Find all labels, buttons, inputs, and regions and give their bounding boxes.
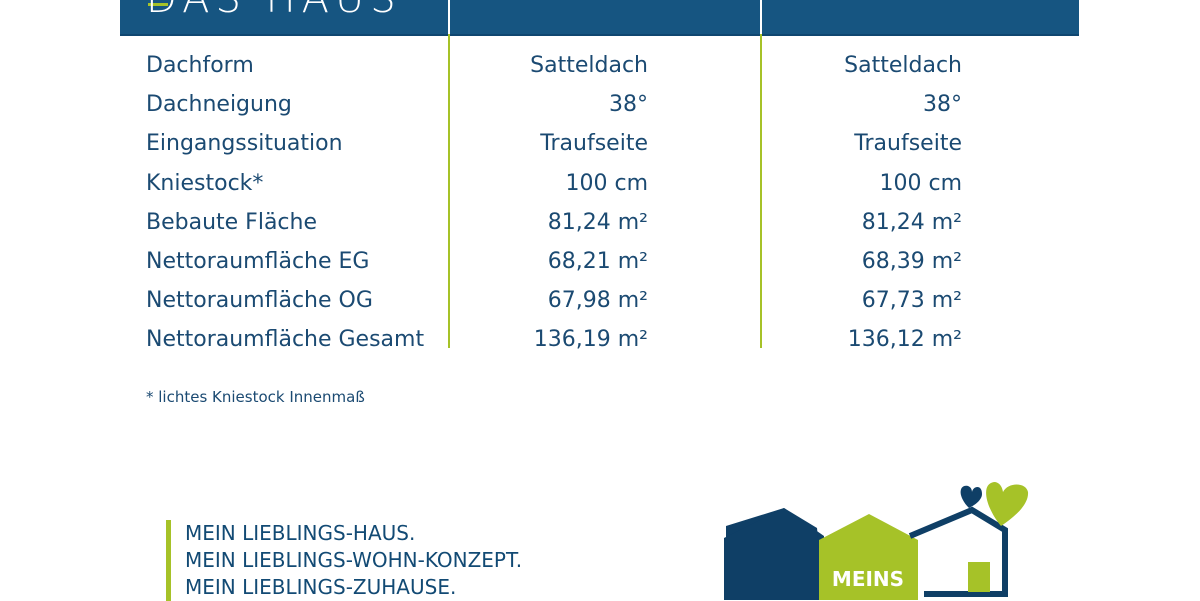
value-col-2: Satteldach xyxy=(844,53,962,78)
value-col-1: 67,98 m² xyxy=(547,288,648,314)
row-label: Nettoraumfläche Gesamt xyxy=(146,327,425,353)
title-accent xyxy=(148,3,168,6)
row-label: Dachform xyxy=(146,53,254,78)
column-divider xyxy=(760,0,762,348)
value-col-2: 100 cm xyxy=(879,170,962,196)
row-label: Dachneigung xyxy=(146,92,292,118)
row-label: Bebaute Fläche xyxy=(146,209,317,235)
logo-text: MEINS xyxy=(832,567,904,591)
value-col-2: 67,73 m² xyxy=(861,288,962,314)
value-col-2: 81,24 m² xyxy=(861,209,962,235)
value-col-2: Traufseite xyxy=(854,131,962,157)
value-col-1: Traufseite xyxy=(540,131,648,157)
heart-icon xyxy=(986,482,1029,526)
house-outline xyxy=(908,506,1008,597)
house-green xyxy=(819,514,918,600)
value-col-1: 38° xyxy=(609,92,648,118)
row-label: Eingangssituation xyxy=(146,131,343,157)
table-row: Eingangssituation Traufseite Traufseite xyxy=(146,131,966,170)
table-row: Dachneigung 38° 38° xyxy=(146,92,966,131)
heart-icon xyxy=(960,485,982,508)
table-row: Dachform Satteldach Satteldach xyxy=(146,53,966,92)
value-col-2: 136,12 m² xyxy=(847,327,962,353)
table-row: Nettoraumfläche OG 67,98 m² 67,73 m² xyxy=(146,288,966,327)
value-col-1: Satteldach xyxy=(530,53,648,78)
footnote: * lichtes Kniestock Innenmaß xyxy=(146,388,365,406)
value-col-2: 38° xyxy=(923,92,962,118)
row-label: Nettoraumfläche OG xyxy=(146,288,373,314)
column-divider xyxy=(448,0,450,348)
header-divider xyxy=(448,0,450,34)
row-label: Nettoraumfläche EG xyxy=(146,249,370,274)
value-col-2: 68,39 m² xyxy=(861,249,962,274)
table-row: Nettoraumfläche EG 68,21 m² 68,39 m² xyxy=(146,249,966,288)
slogan: MEIN LIEBLINGS-HAUS. MEIN LIEBLINGS-WOHN… xyxy=(166,520,522,601)
header-divider xyxy=(760,0,762,34)
section-title: DAS HAUS xyxy=(146,0,402,22)
value-col-1: 136,19 m² xyxy=(533,327,648,353)
slogan-line: MEIN LIEBLINGS-ZUHAUSE. xyxy=(185,575,457,599)
meins-logo: MEINS xyxy=(724,482,1029,600)
table-row: Kniestock* 100 cm 100 cm xyxy=(146,171,966,210)
value-col-1: 100 cm xyxy=(565,170,648,196)
row-label: Kniestock* xyxy=(146,170,264,196)
value-col-1: 81,24 m² xyxy=(547,209,648,235)
value-col-1: 68,21 m² xyxy=(547,249,648,274)
table-row: Bebaute Fläche 81,24 m² 81,24 m² xyxy=(146,210,966,249)
slogan-line: MEIN LIEBLINGS-WOHN-KONZEPT. xyxy=(185,548,523,572)
door xyxy=(968,562,990,592)
slogan-line: MEIN LIEBLINGS-HAUS. xyxy=(185,521,416,545)
table-header xyxy=(120,0,1079,36)
table-row: Nettoraumfläche Gesamt 136,19 m² 136,12 m² xyxy=(146,327,966,366)
